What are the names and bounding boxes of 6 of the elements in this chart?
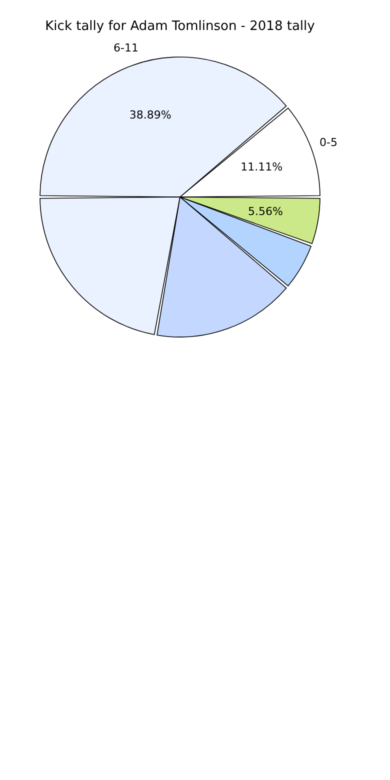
data-label: 38.89% — [129, 108, 172, 122]
data-label: 11.11% — [240, 160, 283, 174]
slice-label: 6-11 — [113, 42, 138, 55]
data-label: 5.56% — [248, 205, 283, 218]
slice-label: 0-5 — [319, 136, 338, 149]
chart-title: Kick tally for Adam Tomlinson - 2018 tally — [45, 19, 316, 34]
